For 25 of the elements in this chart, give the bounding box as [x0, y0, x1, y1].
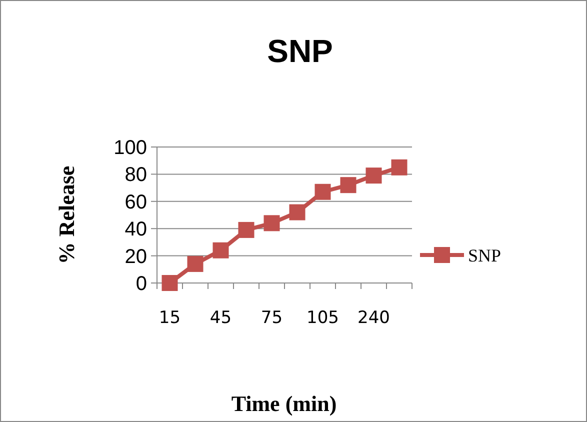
y-tick-label: 20	[124, 246, 147, 268]
point	[340, 177, 356, 194]
y-tick-label: 0	[136, 273, 147, 295]
x-tick-label: 240	[358, 308, 390, 328]
point	[289, 204, 306, 220]
legend-label: SNP	[468, 245, 502, 266]
y-tick-label: 40	[124, 218, 147, 241]
x-tick-label: 75	[260, 308, 283, 328]
y-tick-label: 80	[124, 164, 147, 186]
y-axis-title: % Release	[54, 166, 79, 264]
point	[314, 184, 331, 200]
point	[187, 256, 204, 272]
point	[391, 159, 408, 176]
x-axis-title: Time (min)	[231, 391, 337, 416]
chart-title: SNP	[267, 33, 333, 69]
point	[264, 215, 280, 232]
x-tick-label: 45	[210, 308, 232, 328]
point	[238, 222, 254, 238]
point	[366, 168, 382, 184]
point	[212, 242, 229, 258]
x-tick-label: 15	[158, 308, 181, 328]
point	[162, 275, 178, 291]
x-tick-label: 105	[306, 308, 339, 328]
y-tick-label: 100	[114, 137, 147, 159]
y-tick-label: 60	[124, 191, 147, 214]
